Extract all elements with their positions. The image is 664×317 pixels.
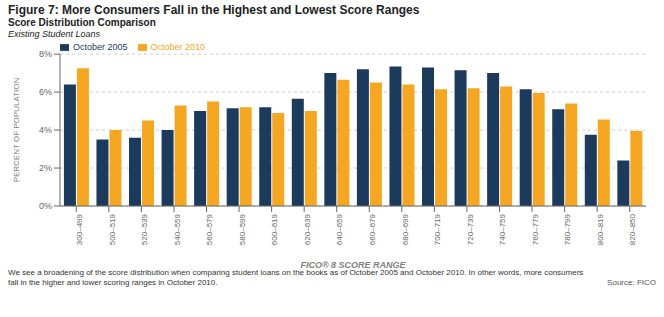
svg-text:800–819: 800–819 bbox=[596, 213, 605, 245]
html-text:Figure 7: More Consumers Fall: Figure 7: More Consumers Fall in the Hig… bbox=[8, 3, 420, 17]
svg-text:8%: 8% bbox=[39, 49, 52, 59]
svg-text:FICO® 8 SCORE RANGE: FICO® 8 SCORE RANGE bbox=[300, 260, 406, 268]
html-text:fall in the higher and lower s: fall in the higher and lower scoring ran… bbox=[8, 278, 218, 287]
svg-text:640–659: 640–659 bbox=[335, 213, 344, 245]
svg-text:0%: 0% bbox=[39, 201, 52, 211]
svg-text:PERCENT OF POPULATION: PERCENT OF POPULATION bbox=[12, 78, 21, 183]
svg-text:700–719: 700–719 bbox=[433, 213, 442, 245]
svg-text:520–539: 520–539 bbox=[140, 213, 149, 245]
svg-text:820–850: 820–850 bbox=[628, 213, 637, 245]
html-text:Score Distribution Comparison: Score Distribution Comparison bbox=[8, 17, 156, 28]
html-text:Existing Student Loans: Existing Student Loans bbox=[8, 29, 101, 39]
svg-text:780–799: 780–799 bbox=[563, 213, 572, 245]
html-text:October 2005: October 2005 bbox=[73, 42, 128, 52]
svg-text:500–519: 500–519 bbox=[108, 213, 117, 245]
svg-text:740–759: 740–759 bbox=[498, 213, 507, 245]
svg-text:720–739: 720–739 bbox=[466, 213, 475, 245]
html-text:October 2010: October 2010 bbox=[150, 42, 206, 52]
svg-text:560–579: 560–579 bbox=[205, 213, 214, 245]
html-text:We see a broadening of the sco: We see a broadening of the score distrib… bbox=[8, 268, 584, 277]
svg-text:600–619: 600–619 bbox=[270, 213, 279, 245]
svg-text:660–679: 660–679 bbox=[368, 213, 377, 245]
svg-text:6%: 6% bbox=[39, 87, 52, 97]
svg-text:580–599: 580–599 bbox=[238, 213, 247, 245]
svg-text:540–559: 540–559 bbox=[173, 213, 182, 245]
svg-text:4%: 4% bbox=[39, 125, 52, 135]
html-text:Source: FICO: Source: FICO bbox=[607, 278, 656, 287]
svg-text:760–779: 760–779 bbox=[531, 213, 540, 245]
svg-text:680–699: 680–699 bbox=[401, 213, 410, 245]
svg-text:2%: 2% bbox=[39, 163, 52, 173]
svg-text:300–499: 300–499 bbox=[75, 213, 84, 245]
svg-text:620–639: 620–639 bbox=[303, 213, 312, 245]
